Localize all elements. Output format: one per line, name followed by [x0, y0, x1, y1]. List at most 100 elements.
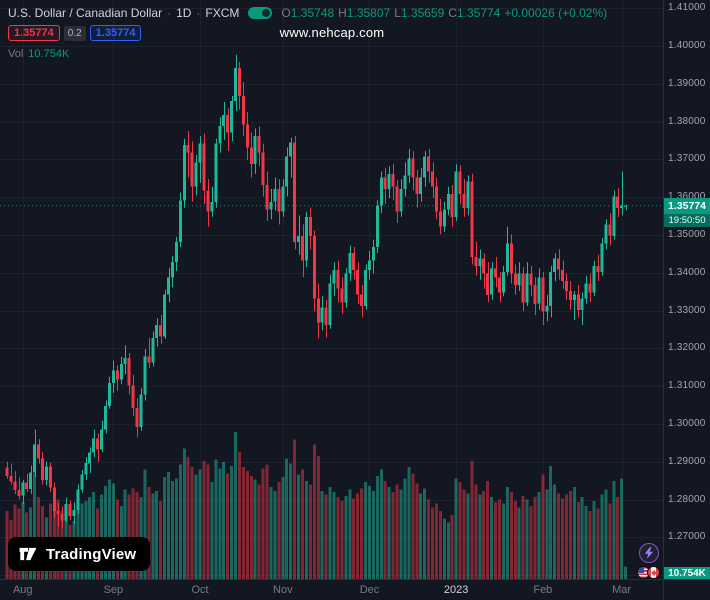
candle-body	[360, 294, 364, 306]
volume-bar	[466, 493, 470, 580]
volume-bar	[537, 492, 541, 580]
candle-body	[245, 124, 249, 148]
volume-bar	[494, 502, 498, 580]
volume-bar	[387, 487, 391, 580]
volume-bar	[297, 474, 301, 580]
volume-bar	[486, 480, 490, 580]
candle-body	[135, 408, 139, 427]
candle-body	[494, 268, 498, 278]
volume-bar	[596, 508, 600, 580]
volume-bar	[308, 484, 312, 580]
open-value: 1.35748	[290, 6, 335, 20]
candle-body	[399, 188, 403, 212]
volume-bar	[241, 467, 245, 580]
volume-bar	[600, 494, 604, 580]
bar-countdown: 19:50:50	[664, 213, 710, 227]
price-axis-label: 1.32000	[668, 342, 706, 354]
price-axis-label: 1.38000	[668, 115, 706, 127]
candle-body	[446, 194, 450, 210]
candle-body	[576, 294, 580, 310]
candle-body	[458, 171, 462, 195]
candle-body	[537, 277, 541, 304]
chart-pane[interactable]	[0, 0, 664, 580]
close-value: 1.35774	[456, 6, 501, 20]
candle-body	[68, 504, 72, 517]
candlestick-chart[interactable]	[0, 0, 664, 580]
volume-bar	[320, 490, 324, 580]
volume-bar	[584, 506, 588, 580]
candle-body	[60, 513, 64, 521]
volume-bar	[5, 511, 9, 580]
candle-body	[234, 68, 237, 101]
candle-body	[64, 504, 68, 521]
volume-label[interactable]: Vol	[8, 48, 24, 60]
last-price-badge: 1.35774 19:50:50	[664, 197, 710, 227]
candle-body	[293, 142, 297, 242]
time-axis[interactable]: Aug Sep Oct Nov Dec 2023 Feb Mar	[0, 579, 664, 600]
candle-body	[56, 510, 60, 514]
candle-body	[312, 235, 316, 299]
volume-bar	[155, 490, 159, 580]
candle-body	[41, 458, 44, 480]
volume-bar	[131, 488, 135, 580]
volume-bar	[198, 469, 202, 580]
price-axis-label: 1.37000	[668, 153, 706, 165]
volume-bar	[234, 432, 237, 580]
volume-bar	[167, 472, 170, 580]
candle-body	[289, 142, 293, 157]
axis-corner	[663, 579, 710, 600]
volume-bar	[245, 470, 249, 580]
candle-body	[281, 186, 285, 212]
candle-body	[324, 307, 328, 325]
price-axis-label: 1.35000	[668, 229, 706, 241]
candle-body	[308, 216, 312, 236]
candle-body	[580, 298, 584, 310]
candle-body	[178, 200, 182, 242]
volume-bar	[435, 503, 438, 580]
candle-body	[84, 463, 88, 475]
exchange-label[interactable]: FXCM	[205, 6, 240, 20]
candle-body	[37, 444, 40, 459]
interval-label[interactable]: 1D	[176, 6, 192, 20]
symbol-title[interactable]: U.S. Dollar / Canadian Dollar	[8, 6, 163, 20]
candle-body	[214, 143, 218, 202]
volume-bar	[143, 469, 147, 580]
volume-bar	[498, 499, 501, 580]
volume-bar	[529, 506, 533, 580]
volume-bar	[273, 490, 277, 580]
volume-bar	[226, 473, 230, 580]
price-axis[interactable]: 1.35774 19:50:50 10.754K 1.41000 1.40000 1…	[663, 0, 710, 580]
candle-body	[301, 235, 304, 261]
volume-bar	[316, 455, 320, 580]
volume-bar	[104, 485, 107, 580]
candle-body	[509, 243, 513, 274]
volume-bar	[557, 493, 561, 580]
candle-body	[592, 266, 596, 293]
symbol-toggle[interactable]	[248, 7, 273, 19]
candle-body	[411, 158, 415, 178]
candle-body	[253, 136, 257, 164]
candle-body	[249, 147, 253, 164]
candle-body	[285, 156, 289, 187]
volume-bar	[490, 497, 494, 580]
candle-body	[470, 181, 474, 257]
candle-body	[52, 487, 56, 511]
tradingview-logo[interactable]: TradingView	[8, 537, 151, 571]
candle-body	[490, 268, 494, 295]
candle-body	[368, 260, 371, 270]
volume-bar	[261, 468, 265, 580]
volume-bar	[336, 497, 340, 580]
time-axis-label: Nov	[273, 584, 293, 596]
candle-body	[100, 429, 104, 450]
volume-bar	[182, 448, 186, 580]
volume-bar	[356, 493, 360, 580]
sell-button[interactable]: 1.35774	[8, 25, 60, 41]
candle-body	[442, 209, 446, 227]
price-axis-label: 1.28000	[668, 493, 706, 505]
volume-bar	[604, 489, 608, 580]
buy-button[interactable]: 1.35774	[89, 25, 142, 41]
candle-body	[241, 96, 245, 125]
volume-bar	[624, 566, 628, 580]
candle-body	[423, 156, 427, 178]
boost-button[interactable]	[638, 543, 659, 563]
